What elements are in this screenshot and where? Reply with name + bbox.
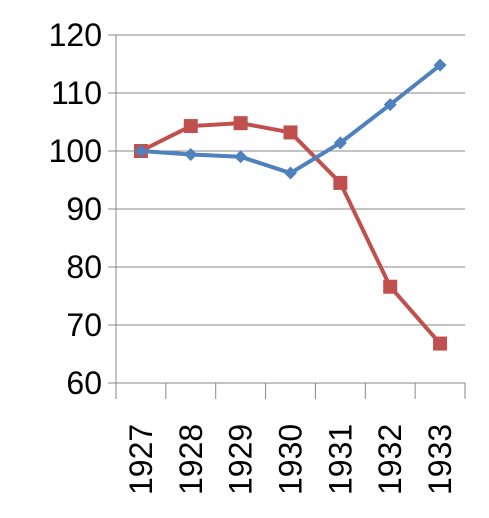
x-tick-label-1929: 1929	[223, 424, 259, 495]
series-0-point-1931	[333, 136, 347, 150]
x-axis: 1927 1928 1929 1930 1931 1932 1933	[115, 35, 466, 495]
series-0	[134, 58, 447, 180]
series-1-point-1928	[183, 119, 198, 134]
x-tick-label-1932: 1932	[372, 424, 408, 495]
y-tick-label-120: 120	[49, 17, 102, 53]
y-tick-label-110: 110	[51, 75, 102, 111]
series-0-point-1927	[134, 144, 148, 158]
series-1-point-1932	[383, 279, 398, 294]
y-tick-label-90: 90	[66, 191, 102, 227]
x-tick-label-1927: 1927	[123, 424, 159, 495]
series-0-point-1930	[284, 166, 297, 180]
series-0-point-1932	[383, 98, 397, 112]
y-axis-ticks: 60 70 80 90 100 110 120	[49, 17, 116, 401]
y-tick-label-70: 70	[66, 307, 102, 343]
y-tick-label-80: 80	[66, 249, 102, 285]
y-tick-label-100: 100	[49, 133, 102, 169]
series-1-line	[140, 121, 442, 345]
series-0-point-1933	[433, 58, 447, 72]
series-1-point-1933	[433, 336, 448, 351]
series-1-point-1931	[333, 175, 348, 190]
x-tick-label-1928: 1928	[173, 424, 209, 495]
gridlines	[116, 34, 465, 326]
series-1-point-1929	[233, 116, 248, 131]
y-tick-label-60: 60	[66, 365, 102, 401]
series-0-point-1929	[234, 150, 248, 164]
x-tick-label-1933: 1933	[422, 424, 458, 495]
series-group	[133, 58, 448, 351]
x-tick-label-1930: 1930	[273, 424, 309, 495]
series-0-point-1928	[184, 147, 198, 161]
x-tick-label-1931: 1931	[322, 424, 358, 495]
series-1-point-1930	[283, 125, 298, 140]
series-1	[133, 116, 448, 351]
